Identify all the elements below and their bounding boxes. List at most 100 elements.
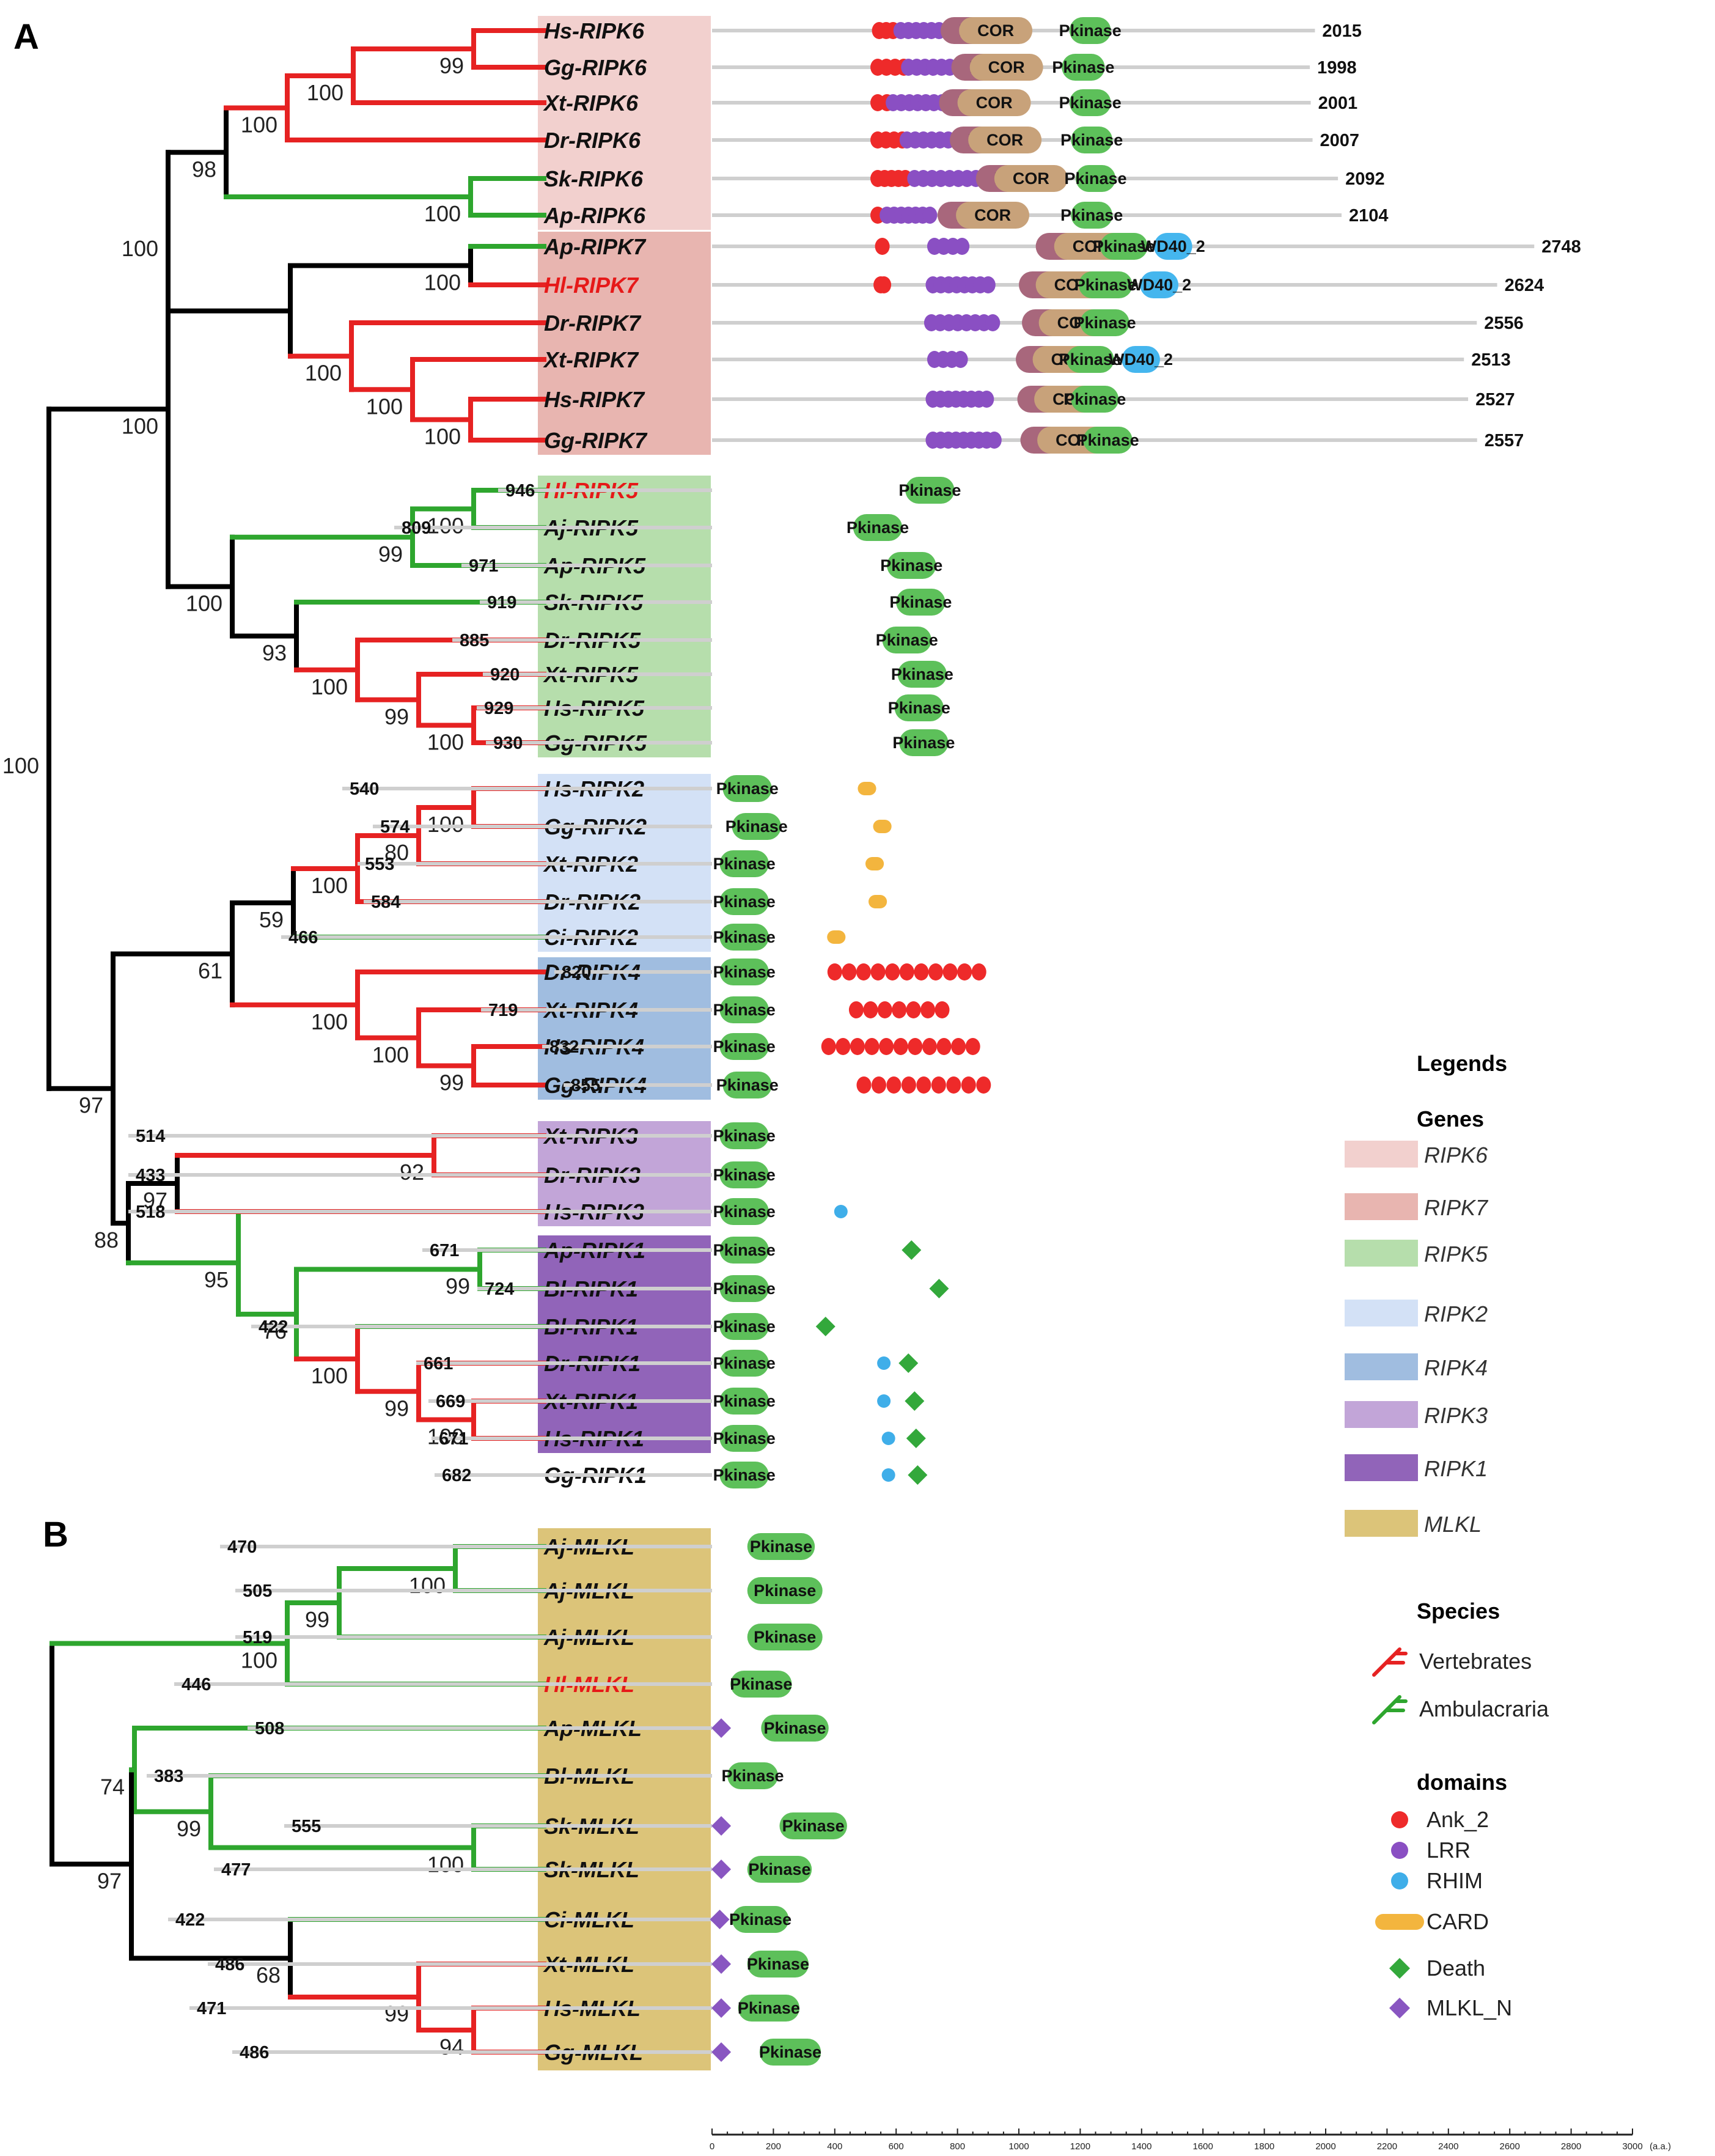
ank2-domain: [885, 963, 900, 981]
ank2-domain: [961, 1076, 976, 1094]
pkinase-domain-label: Pkinase: [716, 779, 779, 798]
pkinase-domain: [732, 813, 781, 840]
pkinase-domain: [853, 514, 903, 541]
protein-length: 574: [380, 817, 409, 837]
pkinase-domain-label: Pkinase: [721, 1767, 784, 1785]
protein-length: 2015: [1322, 21, 1362, 41]
pkinase-domain-label: Pkinase: [1063, 390, 1126, 408]
bootstrap-value: 100: [311, 1363, 348, 1388]
bootstrap-value: 100: [427, 730, 464, 755]
bootstrap-value: 92: [400, 1160, 424, 1185]
length-axis: 0 200 400 600 800 1000 1200 1400 1600 1800 2000 220…: [710, 2128, 1671, 2152]
legend-species-branch-icon: [1372, 1695, 1408, 1724]
ank2-domain: [842, 963, 857, 981]
pkinase-domain-label: Pkinase: [1059, 21, 1122, 40]
pkinase-domain-label: Pkinase: [876, 631, 938, 649]
pkinase-domain: [1071, 386, 1119, 413]
axis-tick-label: 1600: [1193, 2141, 1213, 2152]
pkinase-domain-label: Pkinase: [713, 1166, 776, 1184]
legend-gene-label: RIPK1: [1424, 1456, 1488, 1481]
protein-length: 2748: [1541, 237, 1581, 257]
pkinase-domain: [719, 1122, 769, 1149]
ank2-domain: [875, 238, 890, 255]
legend-gene-swatch: [1345, 1510, 1418, 1537]
pkinase-domain: [719, 1033, 769, 1060]
bootstrap-value: 100: [427, 1852, 464, 1877]
bootstrap-value: 99: [384, 2001, 409, 2026]
pkinase-domain: [747, 1856, 812, 1883]
pkinase-domain-label: Pkinase: [1060, 206, 1123, 224]
legend-domain-swatch: [1389, 1998, 1410, 2018]
ank2-domain: [827, 963, 842, 981]
leaf-label: Dr-RIPK7: [544, 311, 642, 336]
pkinase-domain: [779, 1812, 847, 1839]
protein-length: 471: [197, 1999, 226, 2018]
pkinase-domain-label: Pkinase: [713, 1202, 776, 1221]
ank2-domain: [946, 1076, 961, 1094]
protein-length: 505: [243, 1581, 272, 1601]
bootstrap-value: 100: [427, 812, 464, 837]
leaf-label: Xt-RIPK7: [543, 347, 639, 372]
cor-domain-label: COR: [988, 58, 1025, 76]
pkinase-domain: [719, 1462, 769, 1488]
protein-length: 508: [255, 1719, 284, 1738]
protein-length: 486: [215, 1955, 244, 1974]
pkinase-domain-label: Pkinase: [713, 1279, 776, 1298]
wd40-domain-label: WD40_2: [1109, 350, 1173, 369]
axis-tick-label: 3000: [1622, 2141, 1642, 2152]
protein-length: 519: [243, 1628, 272, 1647]
legend-gene-label: RIPK4: [1424, 1355, 1488, 1380]
bootstrap-value: 76: [262, 1319, 287, 1344]
protein-length: 2513: [1471, 350, 1511, 370]
protein-length: 724: [485, 1279, 514, 1299]
protein-length: 971: [469, 556, 498, 576]
protein-length: 919: [487, 593, 516, 613]
bootstrap-value: 100: [424, 270, 461, 295]
cor-domain-label: COR: [976, 94, 1013, 112]
cor-domain-label: COR: [977, 21, 1014, 40]
axis-tick-label: 2800: [1561, 2141, 1581, 2152]
death-domain: [929, 1279, 949, 1298]
legend-domain-swatch: [1391, 1872, 1408, 1889]
ank2-domain: [957, 963, 972, 981]
protein-length: 2556: [1484, 314, 1524, 333]
bootstrap-value: 100: [311, 1009, 348, 1034]
pkinase-domain: [1100, 233, 1148, 260]
pkinase-domain: [1083, 427, 1133, 454]
death-domain: [905, 1391, 925, 1411]
wd40-domain-label: WD40_2: [1127, 276, 1191, 294]
gene-band-ripk5: [538, 476, 711, 757]
pkinase-domain-label: Pkinase: [713, 963, 776, 981]
legend-species-branch-icon: [1372, 1647, 1408, 1677]
ank2-domain: [906, 1001, 921, 1018]
pkinase-domain: [1069, 89, 1111, 116]
leaf-label: Gg-RIPK7: [544, 428, 648, 453]
pkinase-domain-label: Pkinase: [738, 1999, 800, 2017]
pkinase-domain-label: Pkinase: [759, 2043, 821, 2061]
ank2-domain: [936, 1038, 952, 1055]
pkinase-domain: [882, 627, 931, 653]
bootstrap-value: 97: [143, 1188, 167, 1213]
axis-tick-label: 1800: [1254, 2141, 1274, 2152]
legend-gene-swatch: [1345, 1401, 1418, 1428]
protein-length: 2104: [1349, 206, 1389, 226]
pkinase-domain-label: Pkinase: [1059, 94, 1122, 112]
protein-length: 518: [136, 1202, 165, 1222]
legend-gene-swatch: [1345, 1193, 1418, 1220]
legend: Legends Genes RIPK6 RIPK7 RIPK5 RIPK2 RIPK4 RIP…: [1345, 1051, 1549, 2020]
ank2-domain: [942, 963, 958, 981]
legend-domains-title: domains: [1417, 1770, 1507, 1795]
protein-length: 477: [221, 1860, 251, 1880]
legend-domain-swatch: [1389, 1958, 1410, 1979]
bootstrap-value: 100: [241, 1648, 277, 1673]
pkinase-domain: [761, 1715, 829, 1742]
mlkl-n-domain: [711, 2042, 732, 2062]
rhim-domain: [881, 1468, 895, 1482]
mlkl-n-domain: [711, 1816, 732, 1836]
pkinase-domain: [722, 775, 772, 802]
rhim-domain: [877, 1356, 891, 1370]
bootstrap-value: 100: [122, 236, 158, 261]
ank2-domain: [835, 1038, 851, 1055]
protein-length: 832: [549, 1037, 579, 1057]
